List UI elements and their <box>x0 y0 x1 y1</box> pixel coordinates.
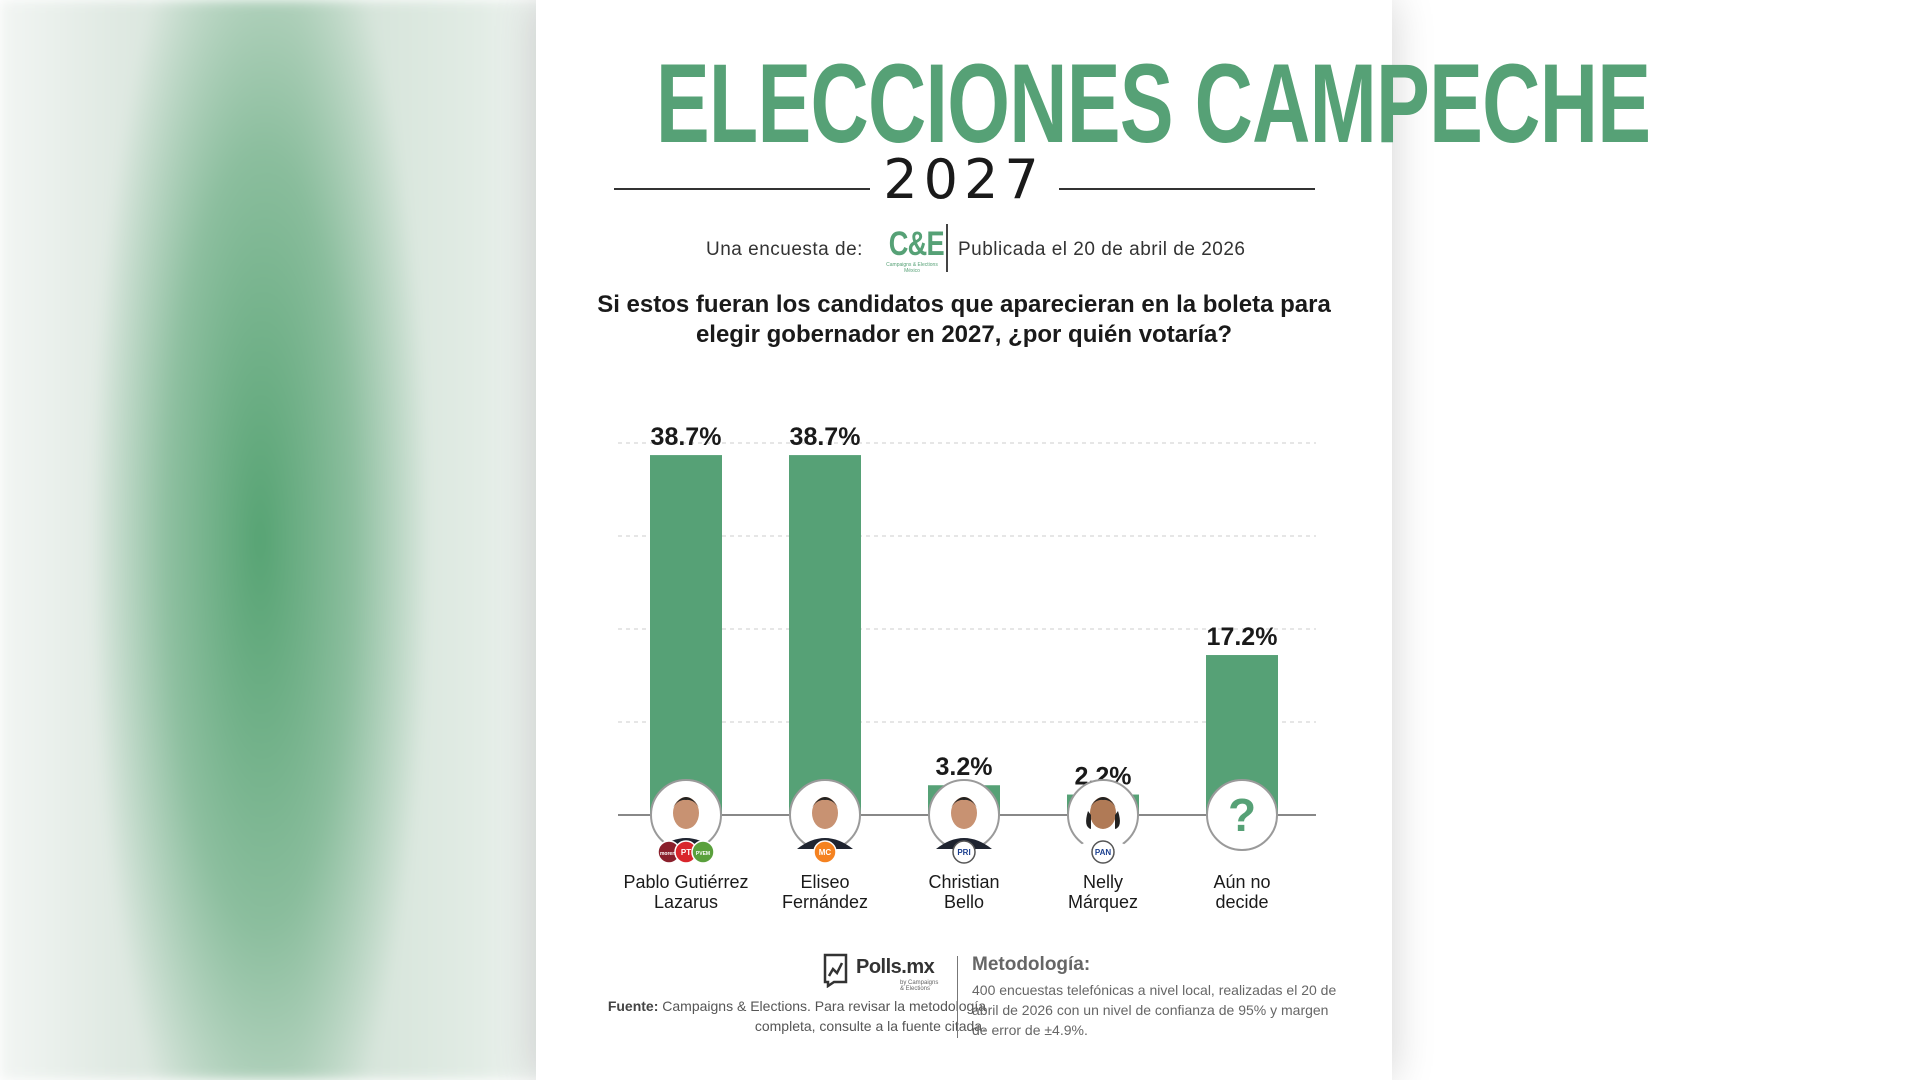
candidate-name: Aún no decide <box>1162 872 1322 912</box>
face-shape <box>1090 797 1116 829</box>
page-title: ELECCIONES CAMPECHE <box>655 41 1651 166</box>
hair-shape <box>950 797 978 809</box>
divider-left <box>614 188 870 190</box>
methodology-title: Metodología: <box>972 954 1091 975</box>
candidate-name-line2: Fernández <box>781 892 869 912</box>
face-shape <box>812 797 838 829</box>
source-text: Campaigns & Elections. Para revisar la m… <box>662 998 986 1034</box>
party-logo-label: MC <box>819 848 832 857</box>
bar-chart: 38.7% 38.7%3.2% 2.2%17.2%morena PT PVEM MC PRI… <box>618 423 1316 864</box>
candidate-name-line1: Eliseo <box>800 872 850 892</box>
year-row: 2027 <box>536 150 1392 210</box>
avatar-ring <box>1206 779 1278 851</box>
polls-brand-sub: by Campaigns & Elections <box>900 980 939 992</box>
candidate-name-line1: Pablo Gutiérrez <box>623 872 749 892</box>
election-year: 2027 <box>883 148 1045 211</box>
hair-shape <box>811 797 839 809</box>
published-date: Publicada el 20 de abril de 2026 <box>958 239 1246 260</box>
question-mark-icon: ? <box>1228 789 1256 841</box>
face-shape <box>951 797 977 829</box>
candidate-name: Eliseo Fernández <box>745 872 905 912</box>
source-label: Fuente: <box>607 998 659 1014</box>
party-logo-icon <box>952 840 976 864</box>
survey-question: Si estos fueran los candidatos que apare… <box>597 291 1331 348</box>
hair-side <box>1115 811 1120 829</box>
candidate-name: Pablo Gutiérrez Lazarus <box>606 872 766 912</box>
byline: Una encuesta de: C&E Campaigns & Electio… <box>536 222 1392 274</box>
party-logo-label: morena <box>660 851 678 857</box>
hair-shape <box>672 797 700 809</box>
bar-value-label: 38.7% <box>651 423 722 451</box>
party-logo-icon <box>691 840 715 864</box>
party-logo-label: PVEM <box>696 851 710 857</box>
bar-value-label: 3.2% <box>936 753 993 781</box>
candidate-name-line1: Christian <box>928 872 1000 892</box>
face-shape <box>673 797 699 829</box>
byline-lead: Una encuesta de: <box>706 239 863 260</box>
methodology-text: 400 encuestas telefónicas a nivel local,… <box>972 982 1337 1038</box>
bar <box>789 455 861 815</box>
polls-chart-icon <box>823 953 848 988</box>
bar <box>650 455 722 815</box>
byline-separator <box>946 224 948 272</box>
candidate-name-line2: decide <box>1215 892 1269 912</box>
candidate-name-line2: Márquez <box>1067 892 1139 912</box>
source-note: Fuente: Campaigns & Elections. Para revi… <box>576 996 986 1036</box>
party-logo-icon <box>1091 840 1115 864</box>
candidate-avatar <box>650 779 722 851</box>
candidate-name: Christian Bello <box>884 872 1044 912</box>
candidate-name-line1: Aún no <box>1213 872 1271 892</box>
bar-value-label: 38.7% <box>790 423 861 451</box>
party-logo-label: PAN <box>1095 848 1112 857</box>
candidate-name-line1: Nelly <box>1082 872 1123 892</box>
hair-shape <box>1089 797 1117 809</box>
polls-brand: Polls.mx <box>856 956 935 978</box>
candidate-avatar <box>789 779 861 851</box>
bar-value-label: 17.2% <box>1207 623 1278 651</box>
candidate-avatar <box>1067 779 1139 851</box>
undecided-avatar: ? <box>1206 779 1278 851</box>
candidate-name-line2: Bello <box>943 892 985 912</box>
candidate-name: Nelly Márquez <box>1023 872 1183 912</box>
candidate-avatar <box>928 779 1000 851</box>
ce-logo-sub: Campaigns & Elections México <box>886 262 938 274</box>
party-logo-icon <box>813 840 837 864</box>
divider-right <box>1059 188 1315 190</box>
hair-side <box>1086 811 1091 829</box>
candidate-name-line2: Lazarus <box>653 892 719 912</box>
party-logo-label: PRI <box>957 848 970 857</box>
footer: Polls.mx by Campaigns & Elections Fuente… <box>536 950 1392 1050</box>
party-logo-label: PT <box>681 848 691 857</box>
ce-logo: C&E Campaigns & Elections México <box>883 226 944 274</box>
polls-logo: Polls.mx by Campaigns & Elections <box>822 950 942 992</box>
footer-separator <box>957 956 958 1038</box>
infographic-card: ELECCIONES CAMPECHE 2027 Una encuesta de… <box>536 0 1651 1080</box>
